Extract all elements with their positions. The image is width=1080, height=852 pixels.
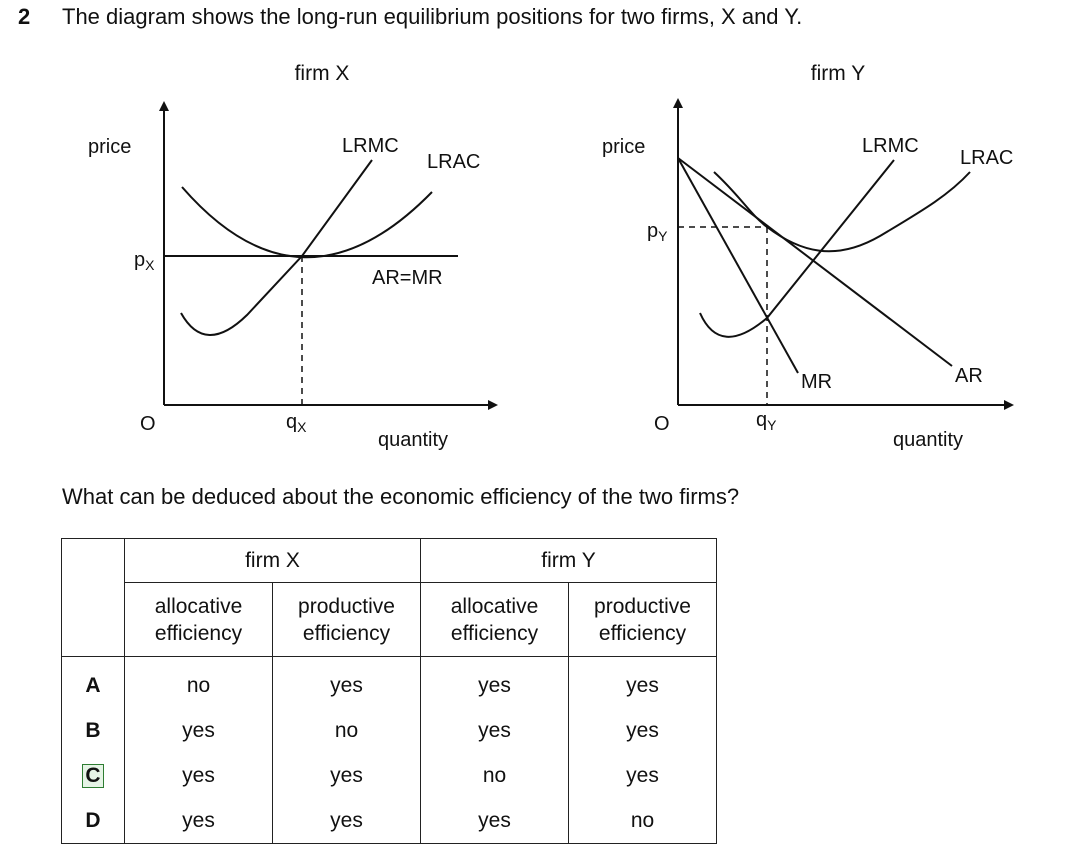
table-column-header-row: allocative efficiency productive efficienc…: [62, 582, 717, 657]
firm-y-diagram: firm Y price O quantity pY qY AR MR LRAC…: [602, 62, 1014, 451]
table-cell: yes: [420, 708, 569, 753]
option-letter-b[interactable]: B: [61, 708, 125, 753]
question-number: 2: [18, 4, 31, 29]
firm-x-quantity-label: quantity: [378, 429, 448, 451]
firm-x-title: firm X: [295, 62, 350, 85]
firm-y-lrac-curve: [713, 171, 971, 253]
table-group-header-firm-x: firm X: [124, 538, 421, 583]
answer-table: firm X firm Y allocative efficiency produ…: [61, 538, 717, 844]
table-cell: yes: [124, 798, 273, 844]
table-row[interactable]: C yes yes no yes: [61, 753, 717, 798]
firm-y-origin: O: [654, 413, 670, 435]
option-letter-d[interactable]: D: [61, 798, 125, 844]
table-cell: yes: [272, 798, 421, 844]
selected-answer-marker[interactable]: C: [82, 763, 104, 788]
firm-x-diagram: firm X price O quantity pX qX AR=MR LRAC…: [88, 62, 498, 451]
firm-x-ar-mr-label: AR=MR: [372, 267, 443, 289]
table-corner-cell: [61, 538, 125, 657]
table-group-header-row: firm X firm Y: [61, 538, 717, 657]
table-cell: no: [420, 753, 569, 798]
table-cell: yes: [124, 708, 273, 753]
table-row[interactable]: B yes no yes yes: [61, 708, 717, 753]
column-header-x-allocative: allocative efficiency: [124, 582, 273, 657]
firm-y-quantity-label: quantity: [893, 429, 963, 451]
table-cell: yes: [124, 753, 273, 798]
table-cell: yes: [568, 753, 717, 798]
firm-x-lrac-label: LRAC: [427, 151, 480, 173]
table-cell: no: [272, 708, 421, 753]
option-letter-c[interactable]: C: [61, 753, 125, 798]
firm-x-lrac-curve: [181, 186, 433, 259]
question-text: The diagram shows the long-run equilibri…: [62, 4, 803, 29]
firm-y-lrmc-curve: [699, 159, 895, 338]
firm-x-lrmc-label: LRMC: [342, 135, 399, 157]
table-cell: yes: [272, 656, 421, 708]
firm-x-lrmc-curve: [180, 159, 373, 336]
table-cell: yes: [568, 708, 717, 753]
table-cell: yes: [568, 656, 717, 708]
firm-y-title: firm Y: [811, 62, 865, 85]
sub-question: What can be deduced about the economic e…: [62, 484, 740, 509]
firm-x-px-label: pX: [134, 249, 155, 273]
table-row[interactable]: D yes yes yes no: [61, 798, 717, 844]
firm-y-ar-label: AR: [955, 365, 983, 387]
firm-x-origin: O: [140, 413, 156, 435]
table-cell: no: [568, 798, 717, 844]
table-group-header-firm-y: firm Y: [420, 538, 717, 583]
firm-x-price-label: price: [88, 136, 131, 158]
firm-y-py-label: pY: [647, 220, 668, 244]
firm-y-lrmc-label: LRMC: [862, 135, 919, 157]
table-row[interactable]: A no yes yes yes: [61, 656, 717, 708]
diagram: firm X price O quantity pX qX AR=MR LRAC…: [88, 62, 1014, 451]
firm-y-mr-line: [677, 157, 799, 374]
table-cell: yes: [272, 753, 421, 798]
table-cell: yes: [420, 798, 569, 844]
firm-y-ar-line: [677, 157, 953, 367]
column-header-y-productive: productive efficiency: [568, 582, 717, 657]
column-header-y-allocative: allocative efficiency: [420, 582, 569, 657]
firm-y-lrac-label: LRAC: [960, 147, 1013, 169]
firm-x-qx-label: qX: [286, 411, 307, 435]
firm-y-mr-label: MR: [801, 371, 832, 393]
table-cell: yes: [420, 656, 569, 708]
column-header-x-productive: productive efficiency: [272, 582, 421, 657]
option-letter-a[interactable]: A: [61, 656, 125, 708]
table-cell: no: [124, 656, 273, 708]
firm-y-price-label: price: [602, 136, 645, 158]
firm-y-qy-label: qY: [756, 409, 777, 433]
